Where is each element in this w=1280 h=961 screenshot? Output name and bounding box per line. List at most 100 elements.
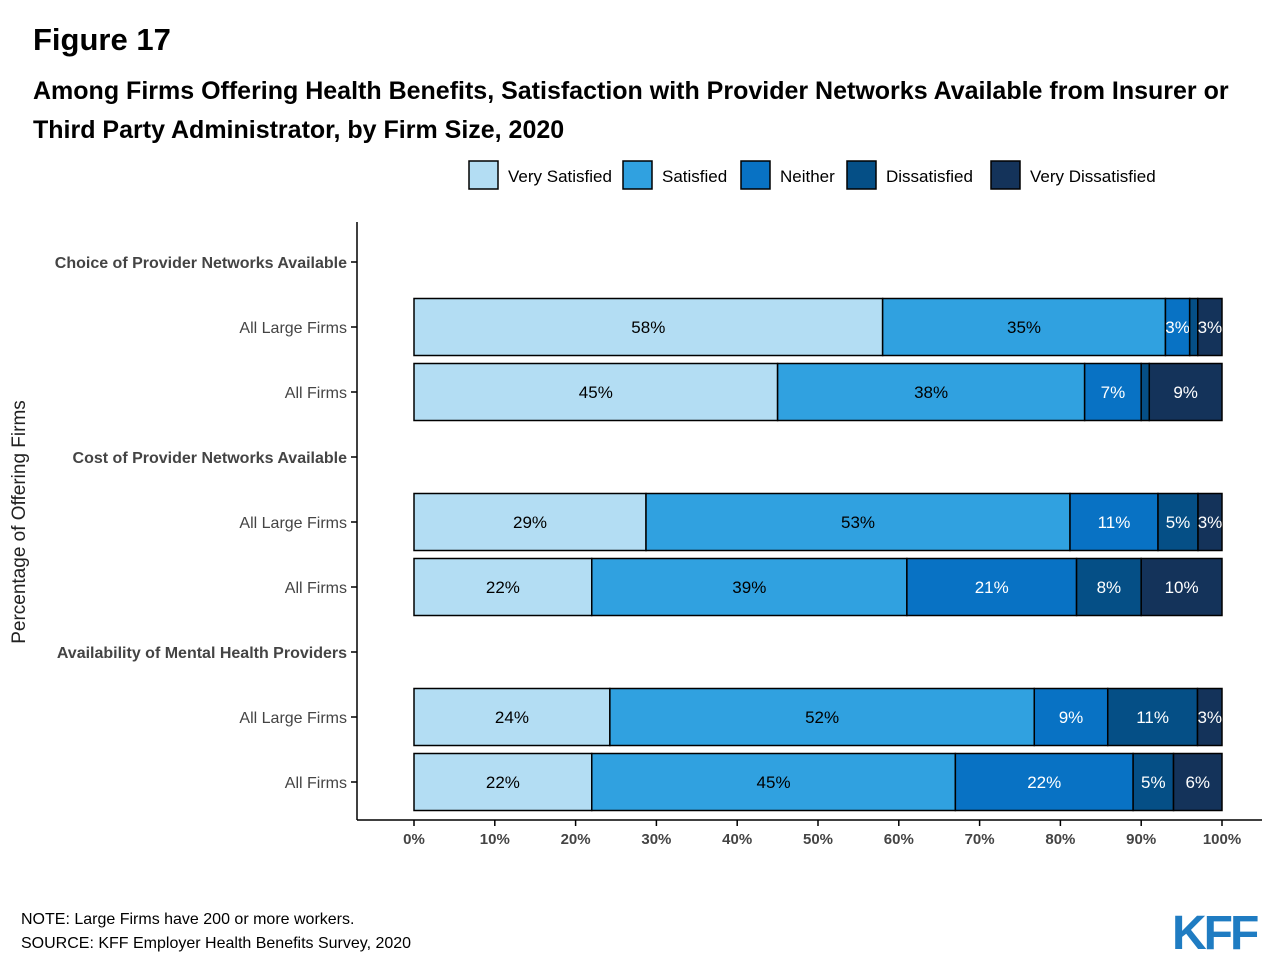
data-label: 5% xyxy=(1166,513,1191,532)
x-tick-label: 80% xyxy=(1045,831,1075,848)
bar-segment xyxy=(881,297,1167,357)
data-label: 3% xyxy=(1197,708,1222,727)
bar-segment xyxy=(906,557,1078,617)
bars: 58% 35% 3% 3% 45% 38% 7% 9% 29% 53% 11% 5% 3% 22% 39% 2… xyxy=(413,297,1223,812)
x-tick-label: 100% xyxy=(1203,831,1241,848)
data-label: 7% xyxy=(1101,383,1126,402)
data-label: 22% xyxy=(1027,773,1061,792)
bar-segment xyxy=(1140,362,1151,422)
bar-segment xyxy=(954,752,1134,812)
row-label: All Firms xyxy=(285,385,347,402)
footnotes: NOTE: Large Firms have 200 or more worke… xyxy=(21,908,411,956)
bar-segment xyxy=(591,557,908,617)
data-label: 8% xyxy=(1097,578,1122,597)
data-label: 11% xyxy=(1136,708,1169,727)
group-heading: Choice of Provider Networks Available xyxy=(55,255,347,272)
data-label: 52% xyxy=(805,708,839,727)
bar-segment xyxy=(1196,687,1223,747)
data-label: 9% xyxy=(1059,708,1084,727)
x-tick-label: 60% xyxy=(884,831,914,848)
bar-segment xyxy=(413,492,647,552)
data-label: 22% xyxy=(486,773,520,792)
legend-label: Neither xyxy=(780,167,835,186)
bar-segment xyxy=(1188,297,1199,357)
legend-label: Satisfied xyxy=(662,167,727,186)
legend-label: Dissatisfied xyxy=(886,167,973,186)
axes xyxy=(356,222,1262,821)
group-heading: Availability of Mental Health Providers xyxy=(57,645,347,662)
y-axis-title: Percentage of Offering Firms xyxy=(9,400,30,644)
bar-segment xyxy=(413,297,884,357)
bar-segment xyxy=(1140,557,1223,617)
data-label: 21% xyxy=(975,578,1009,597)
x-tick-label: 20% xyxy=(561,831,591,848)
data-label: 11% xyxy=(1098,513,1131,532)
bar-segment xyxy=(1106,687,1199,747)
stacked-bar-chart: Very Satisfied Satisfied Neither Dissatisfi… xyxy=(9,160,1262,848)
data-label: 6% xyxy=(1185,773,1210,792)
data-label: 53% xyxy=(841,513,875,532)
bar-segment xyxy=(776,362,1086,422)
bar-segment xyxy=(1172,752,1223,812)
data-label: 5% xyxy=(1141,773,1166,792)
bar-segment xyxy=(609,687,1036,747)
row-label: All Large Firms xyxy=(239,320,347,337)
source-text: SOURCE: KFF Employer Health Benefits Sur… xyxy=(21,935,412,952)
legend-label: Very Satisfied xyxy=(508,167,612,186)
legend-label: Very Dissatisfied xyxy=(1030,167,1156,186)
bar-segment xyxy=(1197,492,1223,552)
data-label: 58% xyxy=(631,318,665,337)
bar-segment xyxy=(645,492,1071,552)
kff-logo: KFF xyxy=(1172,907,1259,960)
bar-segment xyxy=(413,687,611,747)
chart-title: Among Firms Offering Health Benefits, Sa… xyxy=(33,77,1229,144)
x-tick-label: 0% xyxy=(403,831,425,848)
bar-segment xyxy=(1132,752,1175,812)
data-label: 45% xyxy=(757,773,791,792)
category-labels: Choice of Provider Networks Available All… xyxy=(55,255,357,792)
row-label: All Firms xyxy=(285,580,347,597)
bar-segment xyxy=(1033,687,1109,747)
legend-swatch xyxy=(622,160,653,190)
figure-label: Figure 17 xyxy=(33,22,171,57)
bar-segment xyxy=(1197,297,1223,357)
x-tick-label: 40% xyxy=(722,831,752,848)
note-text: NOTE: Large Firms have 200 or more worke… xyxy=(21,911,355,928)
legend: Very Satisfied Satisfied Neither Dissatisfi… xyxy=(468,160,1156,190)
group-heading: Cost of Provider Networks Available xyxy=(73,450,348,467)
bar-segment xyxy=(413,752,593,812)
bar-segment xyxy=(591,752,957,812)
data-label: 35% xyxy=(1007,318,1041,337)
row-label: All Firms xyxy=(285,775,347,792)
data-label: 45% xyxy=(579,383,613,402)
data-label: 29% xyxy=(513,513,547,532)
bar-segment xyxy=(1069,492,1159,552)
x-axis-ticks: 0% 10% 20% 30% 40% 50% 60% 70% 80% 90% 100% xyxy=(403,820,1241,848)
data-label: 24% xyxy=(495,708,529,727)
bar-segment xyxy=(1075,557,1142,617)
row-label: All Large Firms xyxy=(239,710,347,727)
x-tick-label: 50% xyxy=(803,831,833,848)
x-tick-label: 10% xyxy=(480,831,510,848)
bar-segment xyxy=(1083,362,1142,422)
data-label: 3% xyxy=(1198,318,1223,337)
legend-swatch xyxy=(468,160,499,190)
bar-segment xyxy=(1148,362,1223,422)
data-label: 9% xyxy=(1173,383,1198,402)
legend-swatch xyxy=(990,160,1021,190)
bar-segment xyxy=(413,557,593,617)
data-label: 38% xyxy=(914,383,948,402)
data-label: 3% xyxy=(1165,318,1190,337)
legend-swatch xyxy=(740,160,771,190)
data-label: 3% xyxy=(1198,513,1223,532)
bar-segment xyxy=(413,362,779,422)
data-label: 39% xyxy=(732,578,766,597)
x-tick-label: 90% xyxy=(1126,831,1156,848)
data-label: 22% xyxy=(486,578,520,597)
x-tick-label: 70% xyxy=(965,831,995,848)
data-label: 10% xyxy=(1165,578,1199,597)
x-tick-label: 30% xyxy=(641,831,671,848)
bar-segment xyxy=(1157,492,1199,552)
legend-swatch xyxy=(846,160,877,190)
row-label: All Large Firms xyxy=(239,515,347,532)
